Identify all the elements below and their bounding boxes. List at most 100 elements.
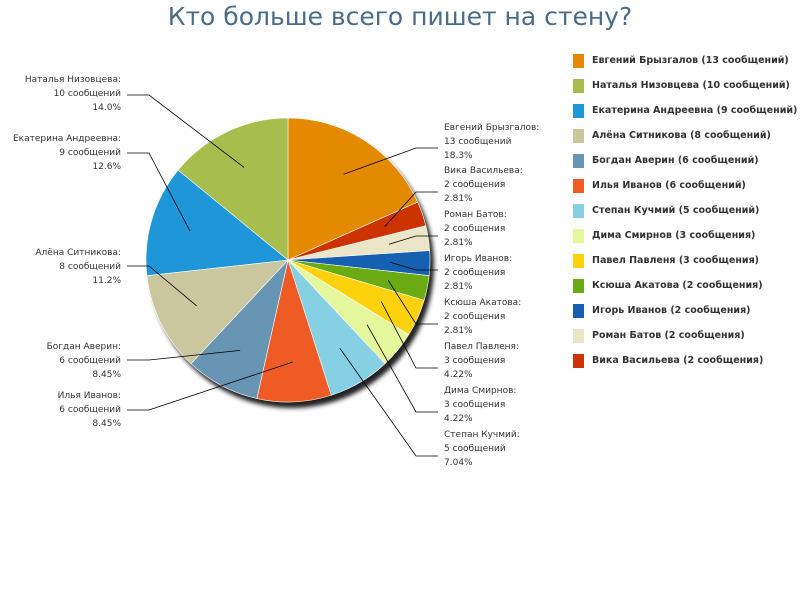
legend-swatch: [573, 329, 584, 343]
slice-label-name: Илья Иванов:: [58, 391, 121, 401]
slice-label-percent: 7.04%: [444, 458, 473, 468]
slice-label-count: 3 сообщения: [444, 356, 505, 366]
slice-labels: Евгений Брызгалов: 13 сообщений 18.3% Вика …: [13, 75, 539, 468]
slice-label-percent: 2.81%: [444, 326, 473, 336]
slice-наталья-низовцева: [177, 117, 289, 261]
legend-item: Роман Батов (2 сообщения): [573, 329, 798, 354]
slice-label-percent: 14.0%: [92, 103, 121, 113]
legend-item: Алёна Ситникова (8 сообщений): [573, 129, 798, 154]
slice-label-count: 2 сообщения: [444, 312, 505, 322]
pie-slices: [145, 117, 431, 403]
legend-swatch: [573, 204, 584, 218]
legend-item: Илья Иванов (6 сообщений): [573, 179, 798, 204]
legend-swatch: [573, 229, 584, 243]
legend-item: Игорь Иванов (2 сообщения): [573, 304, 798, 329]
legend-label: Богдан Аверин (6 сообщений): [592, 155, 759, 166]
legend-swatch: [573, 54, 584, 68]
chart-title: Кто больше всего пишет на стену?: [167, 2, 633, 31]
legend-item: Ксюша Акатова (2 сообщения): [573, 279, 798, 304]
slice-алёна-ситникова: [146, 259, 289, 365]
slice-евгений-брызгалов: [287, 117, 419, 261]
leader-line: [384, 191, 438, 227]
slice-label-count: 9 сообщений: [59, 148, 121, 158]
legend-label: Евгений Брызгалов (13 сообщений): [592, 55, 789, 66]
slice-екатерина-андреевна: [145, 169, 289, 277]
slice-label-name: Наталья Низовцева:: [25, 75, 121, 85]
legend-swatch: [573, 304, 584, 318]
leader-line: [127, 265, 197, 307]
slice-label-percent: 2.81%: [444, 282, 473, 292]
slice-label-percent: 12.6%: [92, 162, 121, 172]
leader-line: [127, 94, 245, 168]
legend-item: Евгений Брызгалов (13 сообщений): [573, 54, 798, 79]
legend-swatch: [573, 154, 584, 168]
legend-label: Игорь Иванов (2 сообщения): [592, 305, 751, 316]
legend-swatch: [573, 354, 584, 368]
legend-item: Богдан Аверин (6 сообщений): [573, 154, 798, 179]
leader-line: [343, 147, 438, 175]
slice-label-count: 5 сообщений: [444, 444, 506, 454]
legend-swatch: [573, 129, 584, 143]
slice-label-name: Степан Кучмий:: [444, 430, 520, 440]
legend-label: Алёна Ситникова (8 сообщений): [592, 130, 771, 141]
slice-label-percent: 18.3%: [444, 151, 473, 161]
legend: Евгений Брызгалов (13 сообщений) Наталья …: [573, 54, 798, 379]
slice-label-count: 8 сообщений: [59, 262, 121, 272]
slice-label-name: Роман Батов:: [444, 210, 507, 220]
legend-label: Вика Васильева (2 сообщения): [592, 355, 764, 366]
leader-line: [380, 301, 438, 369]
legend-label: Роман Батов (2 сообщения): [592, 330, 745, 341]
legend-item: Вика Васильева (2 сообщения): [573, 354, 798, 379]
legend-label: Илья Иванов (6 сообщений): [592, 180, 746, 191]
leader-line: [127, 349, 241, 361]
slice-label-percent: 8.45%: [92, 370, 121, 380]
leader-line: [390, 261, 438, 271]
slice-label-count: 10 сообщений: [54, 89, 122, 99]
slice-label-name: Дима Смирнов:: [444, 386, 516, 396]
legend-label: Степан Кучмий (5 сообщений): [592, 205, 760, 216]
slice-label-count: 6 сообщений: [59, 405, 121, 415]
legend-item: Павел Павленя (3 сообщения): [573, 254, 798, 279]
legend-item: Екатерина Андреевна (9 сообщений): [573, 104, 798, 129]
slice-label-name: Вика Васильева:: [444, 166, 523, 176]
legend-label: Наталья Низовцева (10 сообщений): [592, 80, 790, 91]
slice-label-name: Алёна Ситникова:: [35, 248, 121, 258]
slice-label-count: 13 сообщений: [444, 137, 512, 147]
leader-line: [366, 324, 438, 413]
leader-line: [127, 152, 191, 232]
slice-label-count: 6 сообщений: [59, 356, 121, 366]
slice-label-percent: 2.81%: [444, 238, 473, 248]
leader-line: [339, 347, 438, 457]
legend-label: Дима Смирнов (3 сообщения): [592, 230, 756, 241]
leader-line: [387, 280, 438, 325]
slice-label-percent: 4.22%: [444, 414, 473, 424]
legend-swatch: [573, 79, 584, 93]
slice-label-name: Павел Павленя:: [444, 342, 519, 352]
legend-swatch: [573, 254, 584, 268]
legend-item: Наталья Низовцева (10 сообщений): [573, 79, 798, 104]
slice-label-count: 2 сообщения: [444, 180, 505, 190]
slice-label-name: Игорь Иванов:: [444, 254, 512, 264]
slice-label-count: 2 сообщения: [444, 268, 505, 278]
legend-swatch: [573, 279, 584, 293]
leader-line: [127, 361, 293, 411]
leader-line: [388, 235, 438, 245]
slice-label-percent: 2.81%: [444, 194, 473, 204]
slice-label-percent: 8.45%: [92, 419, 121, 429]
legend-swatch: [573, 179, 584, 193]
slice-label-percent: 4.22%: [444, 370, 473, 380]
slice-label-percent: 11.2%: [92, 276, 121, 286]
legend-label: Екатерина Андреевна (9 сообщений): [592, 105, 798, 116]
legend-label: Павел Павленя (3 сообщения): [592, 255, 760, 266]
slice-label-count: 2 сообщения: [444, 224, 505, 234]
slice-label-name: Ксюша Акатова:: [444, 298, 521, 308]
legend-item: Дима Смирнов (3 сообщения): [573, 229, 798, 254]
legend-label: Ксюша Акатова (2 сообщения): [592, 280, 763, 291]
legend-item: Степан Кучмий (5 сообщений): [573, 204, 798, 229]
slice-label-name: Екатерина Андреевна:: [13, 134, 121, 144]
legend-swatch: [573, 104, 584, 118]
slice-label-count: 3 сообщения: [444, 400, 505, 410]
slice-label-name: Богдан Аверин:: [47, 342, 121, 352]
slice-label-name: Евгений Брызгалов:: [444, 123, 539, 133]
